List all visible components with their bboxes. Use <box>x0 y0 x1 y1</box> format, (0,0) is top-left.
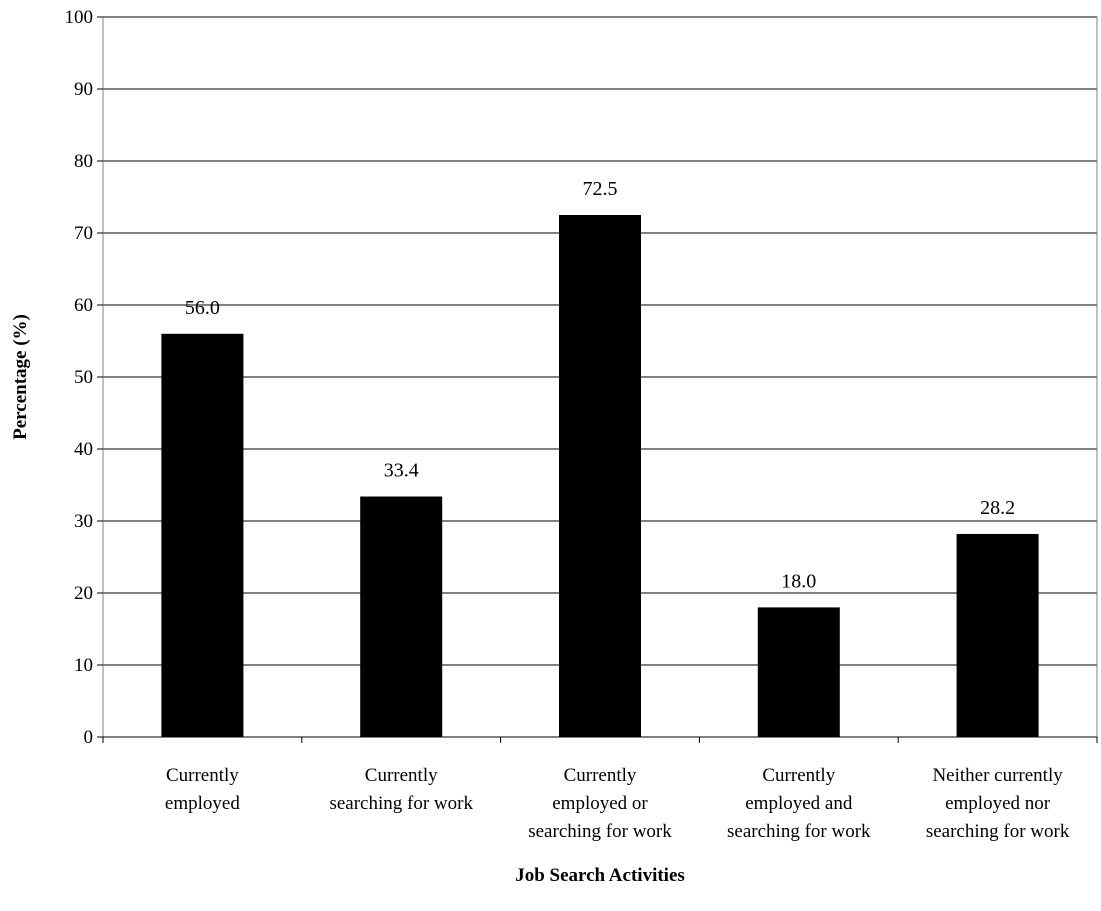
y-axis-title: Percentage (%) <box>10 314 31 440</box>
category-label: Currently <box>166 765 239 786</box>
x-axis-title: Job Search Activities <box>515 865 685 886</box>
y-tick-label: 60 <box>74 295 93 316</box>
data-label: 72.5 <box>583 178 618 200</box>
category-label: searching for work <box>329 793 473 814</box>
y-tick-label: 90 <box>74 79 93 100</box>
category-label: Neither currently <box>932 765 1063 786</box>
bar <box>360 496 443 737</box>
category-label: Currently <box>762 765 835 786</box>
data-label: 33.4 <box>384 460 419 482</box>
y-tick-label: 100 <box>65 7 94 28</box>
bar <box>757 607 840 737</box>
y-tick-label: 80 <box>74 151 93 172</box>
y-tick-label: 40 <box>74 439 93 460</box>
category-labels: Currently employed Currently searching for … <box>165 765 1070 842</box>
category-label: employed or <box>552 793 648 814</box>
data-labels: 56.0 33.4 72.5 18.0 28.2 <box>185 178 1015 592</box>
y-tick-label: 50 <box>74 367 93 388</box>
bar <box>161 333 244 737</box>
y-tick-label: 20 <box>74 583 93 604</box>
y-tick-label: 30 <box>74 511 93 532</box>
category-label: Currently <box>564 765 637 786</box>
category-label: searching for work <box>926 821 1070 842</box>
bar <box>559 215 641 737</box>
bars <box>161 215 1039 737</box>
category-label: Currently <box>365 765 438 786</box>
data-label: 56.0 <box>185 297 220 319</box>
data-label: 18.0 <box>781 570 816 592</box>
y-ticks: 0 10 20 30 40 50 60 70 80 90 100 <box>65 7 103 748</box>
category-label: employed nor <box>945 793 1051 814</box>
category-label: searching for work <box>727 821 871 842</box>
category-label: searching for work <box>528 821 672 842</box>
category-label: employed <box>165 793 240 814</box>
category-label: employed and <box>745 793 853 814</box>
x-ticks <box>102 737 1098 743</box>
y-tick-label: 0 <box>84 727 94 748</box>
bar <box>956 533 1039 737</box>
data-label: 28.2 <box>980 497 1015 519</box>
y-tick-label: 70 <box>74 223 93 244</box>
y-tick-label: 10 <box>74 655 93 676</box>
